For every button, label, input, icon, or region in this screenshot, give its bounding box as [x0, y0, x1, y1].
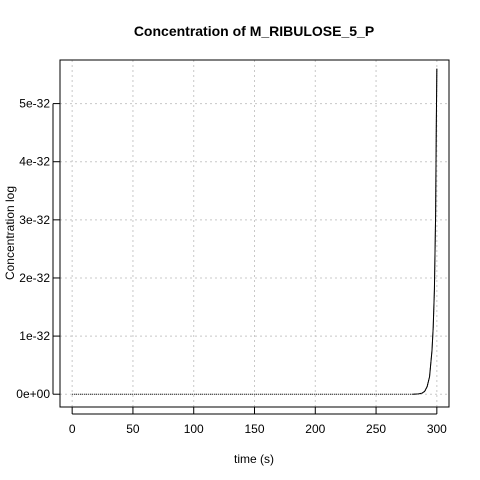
y-tick-label: 4e-32 [19, 155, 50, 169]
x-axis: 0 50 100 150 200 250 300 [69, 407, 447, 436]
plot-frame [59, 59, 450, 408]
y-tick-label: 1e-32 [19, 329, 50, 343]
x-tick-label: 200 [305, 422, 325, 436]
y-tick-label: 5e-32 [19, 97, 50, 111]
y-axis: 0e+00 1e-32 2e-32 3e-32 4e-32 5e-32 [16, 97, 60, 401]
grid [60, 60, 449, 407]
x-tick-label: 300 [427, 422, 447, 436]
y-tick-label: 3e-32 [19, 213, 50, 227]
x-tick-label: 100 [184, 422, 204, 436]
x-tick-label: 250 [366, 422, 386, 436]
y-tick-label: 0e+00 [16, 387, 50, 401]
x-tick-label: 0 [69, 422, 76, 436]
series-line-rise [412, 68, 438, 395]
x-axis-label: time (s) [234, 452, 274, 466]
series-group [72, 68, 438, 395]
y-tick-label: 2e-32 [19, 271, 50, 285]
x-tick-label: 150 [244, 422, 264, 436]
x-tick-label: 50 [126, 422, 140, 436]
chart-title: Concentration of M_RIBULOSE_5_P [134, 23, 374, 39]
y-axis-label: Concentration log [3, 186, 17, 280]
